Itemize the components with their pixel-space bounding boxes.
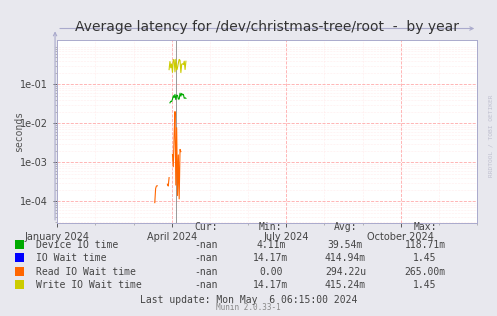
Text: 1.45: 1.45 [413,253,437,263]
Text: 294.22u: 294.22u [325,267,366,277]
Text: 118.71m: 118.71m [405,240,445,250]
Text: 14.17m: 14.17m [253,280,288,290]
Text: -nan: -nan [194,267,218,277]
Text: Min:: Min: [259,222,283,232]
Text: RRDTOOL / TOBI OETIKER: RRDTOOL / TOBI OETIKER [489,94,494,177]
Text: Munin 2.0.33-1: Munin 2.0.33-1 [216,303,281,312]
Y-axis label: seconds: seconds [14,111,24,152]
Text: IO Wait time: IO Wait time [36,253,106,263]
Text: -nan: -nan [194,253,218,263]
Text: 414.94m: 414.94m [325,253,366,263]
Text: 1.45: 1.45 [413,280,437,290]
Text: 415.24m: 415.24m [325,280,366,290]
Text: Read IO Wait time: Read IO Wait time [36,267,136,277]
Text: Write IO Wait time: Write IO Wait time [36,280,142,290]
Text: 265.00m: 265.00m [405,267,445,277]
Text: Max:: Max: [413,222,437,232]
Text: Cur:: Cur: [194,222,218,232]
Text: -nan: -nan [194,280,218,290]
Text: 39.54m: 39.54m [328,240,363,250]
Text: Device IO time: Device IO time [36,240,118,250]
Text: -nan: -nan [194,240,218,250]
Text: 4.11m: 4.11m [256,240,286,250]
Text: Avg:: Avg: [333,222,357,232]
Text: Last update: Mon May  6 06:15:00 2024: Last update: Mon May 6 06:15:00 2024 [140,295,357,305]
Text: 14.17m: 14.17m [253,253,288,263]
Title: Average latency for /dev/christmas-tree/root  -  by year: Average latency for /dev/christmas-tree/… [75,20,459,34]
Text: 0.00: 0.00 [259,267,283,277]
